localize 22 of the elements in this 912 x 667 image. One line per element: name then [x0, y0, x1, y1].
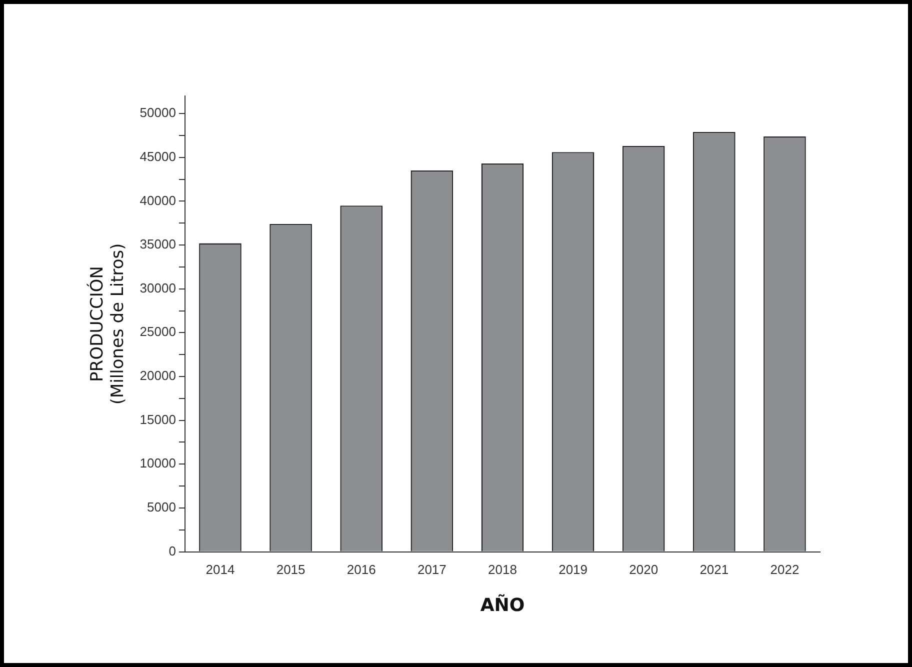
y-tick-label: 50000 — [140, 105, 176, 120]
y-tick-label: 40000 — [140, 192, 176, 208]
y-tick-label: 35000 — [140, 236, 176, 252]
x-tick-label: 2020 — [629, 562, 658, 578]
x-tick-label: 2019 — [558, 562, 588, 578]
x-tick-label: 2018 — [488, 562, 517, 578]
y-tick-label: 15000 — [140, 412, 176, 427]
y-tick-label: 0 — [168, 543, 176, 558]
x-tick-label: 2017 — [417, 562, 446, 578]
x-tick-label: 2015 — [276, 562, 306, 578]
x-tick-label: 2014 — [206, 562, 235, 578]
y-tick-label: 5000 — [147, 500, 176, 515]
x-tick-label: 2016 — [346, 562, 376, 578]
x-axis-title: AÑO — [480, 594, 525, 616]
y-tick-label: 10000 — [140, 456, 176, 471]
y-tick-label: 30000 — [140, 280, 176, 296]
y-tick-label: 45000 — [140, 148, 176, 164]
x-tick-label: 2022 — [770, 562, 800, 578]
y-tick-label: 20000 — [140, 368, 176, 384]
x-tick-label: 2021 — [700, 562, 729, 578]
y-tick-label: 25000 — [140, 324, 176, 340]
y-axis-title: PRODUCCIÓN (Millones de Litros) — [86, 243, 128, 405]
